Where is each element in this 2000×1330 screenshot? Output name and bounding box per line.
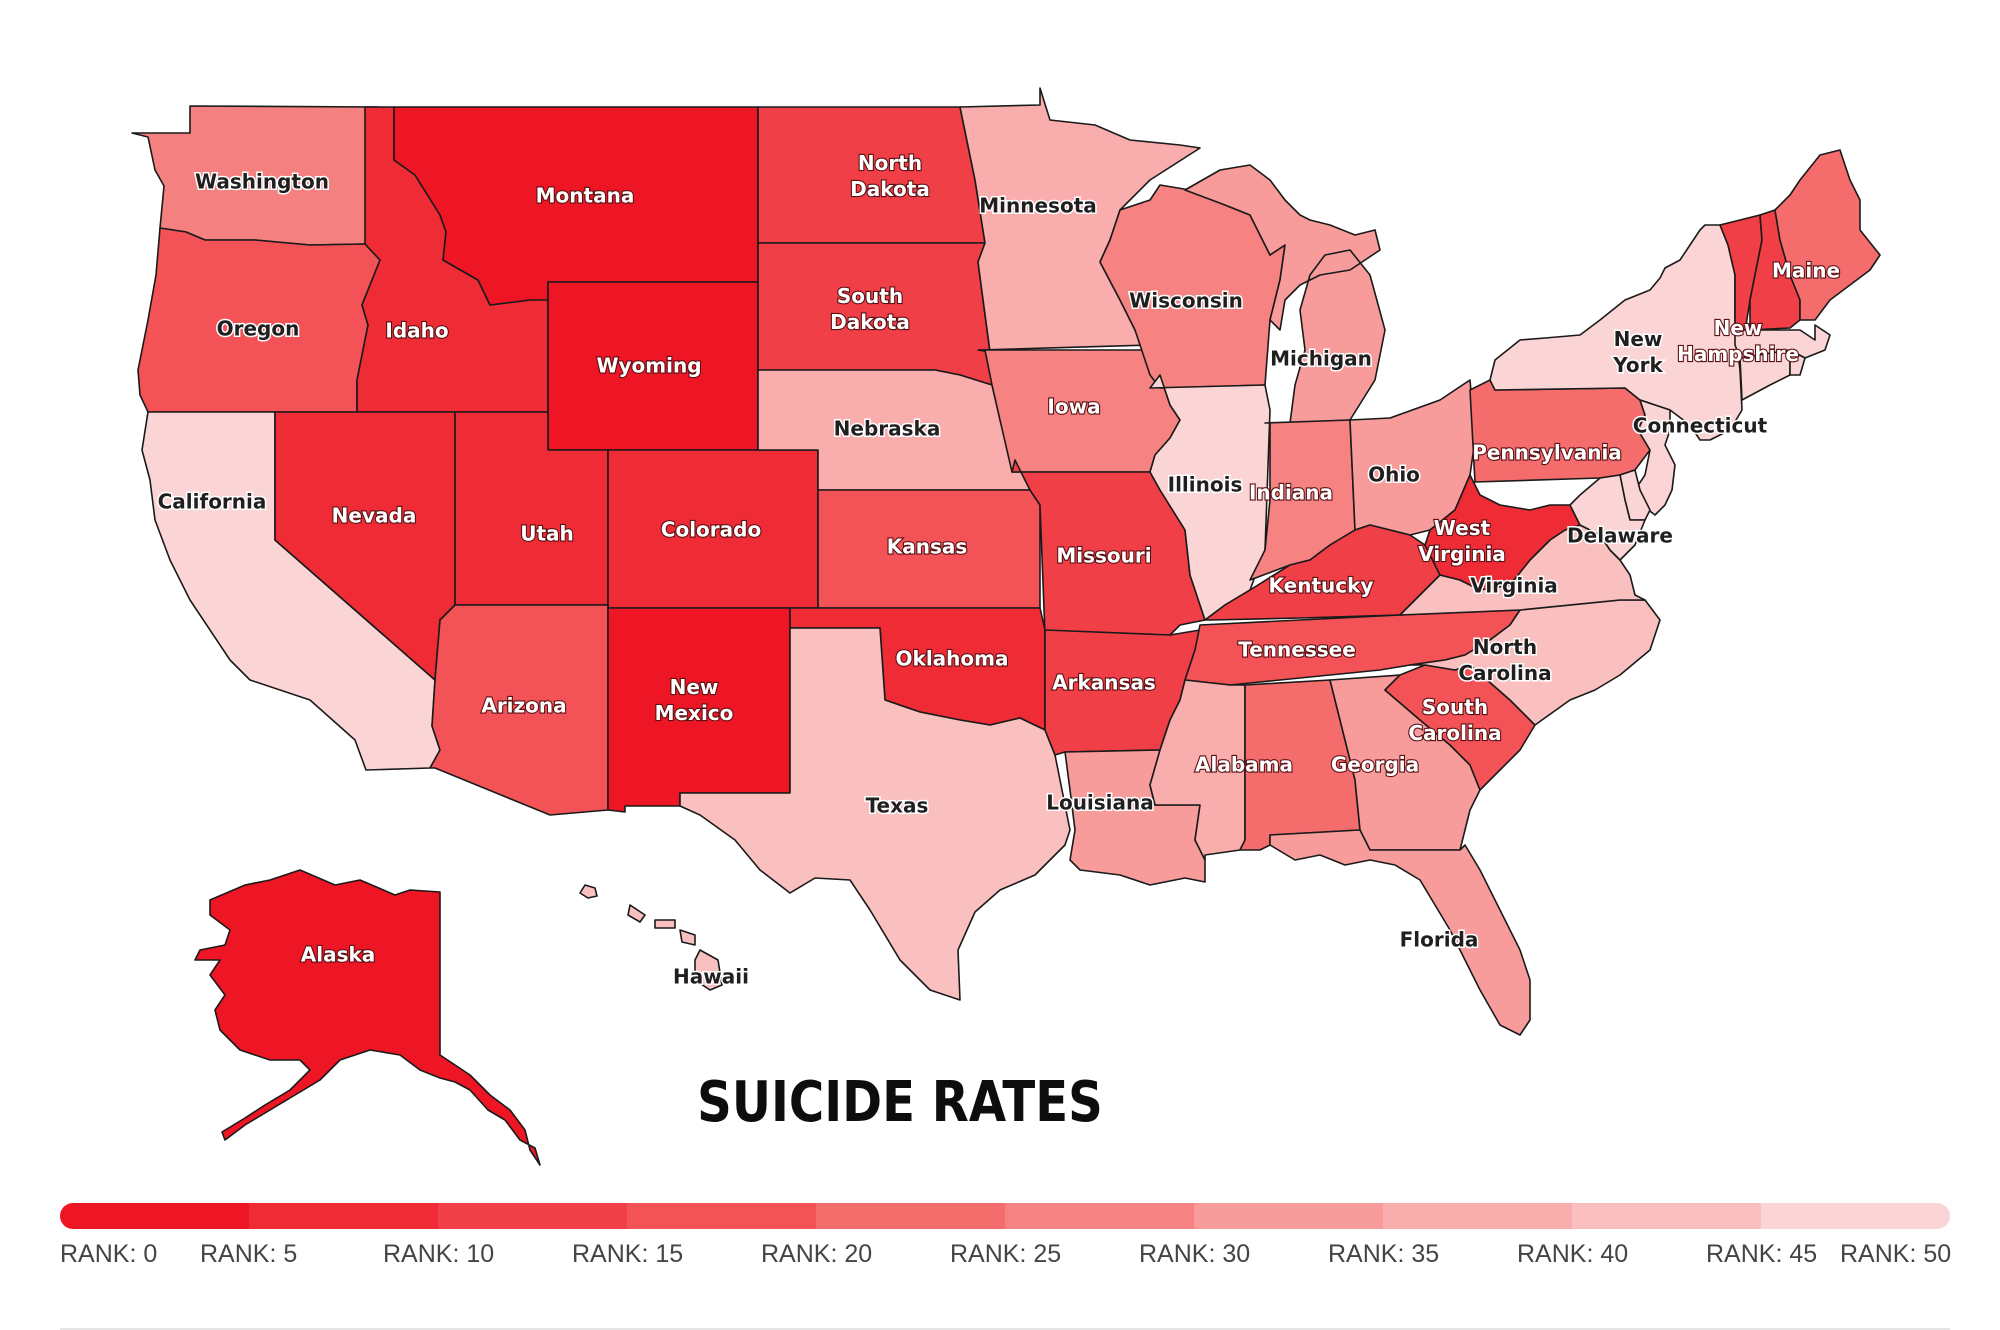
label-tn: Tennessee — [1238, 638, 1356, 662]
legend-segment — [1194, 1203, 1383, 1229]
legend-segment — [816, 1203, 1005, 1229]
label-ct: Connecticut — [1633, 414, 1768, 438]
label-nc: North Carolina — [1458, 635, 1551, 685]
label-wi: Wisconsin — [1129, 289, 1243, 313]
label-la: Louisiana — [1046, 791, 1154, 815]
label-ok: Oklahoma — [896, 647, 1009, 671]
label-nv: Nevada — [332, 504, 417, 528]
label-ut: Utah — [520, 522, 574, 546]
label-ks: Kansas — [887, 535, 968, 559]
label-sd: South Dakota — [830, 284, 910, 334]
label-tx: Texas — [866, 794, 929, 818]
label-fl: Florida — [1400, 928, 1479, 952]
legend-rank-label: RANK: 30 — [1139, 1240, 1251, 1268]
state-hi — [579, 884, 723, 991]
label-al: Alabama — [1195, 753, 1293, 777]
legend-segment — [1761, 1203, 1950, 1229]
state-ky — [1204, 524, 1441, 621]
label-ak: Alaska — [301, 943, 376, 967]
legend-segment — [249, 1203, 438, 1229]
legend-rank-label: RANK: 0 — [60, 1240, 158, 1268]
legend-rank-label: RANK: 40 — [1517, 1240, 1629, 1268]
state-ms — [1149, 679, 1246, 861]
legend-segment — [1005, 1203, 1194, 1229]
legend-rank-label: RANK: 20 — [761, 1240, 873, 1268]
label-nh: New Hampshire — [1677, 316, 1799, 366]
state-pa — [1469, 379, 1651, 483]
label-mn: Minnesota — [979, 194, 1097, 218]
label-ny: New York — [1612, 327, 1663, 377]
legend-rank-label: RANK: 10 — [383, 1240, 495, 1268]
legend-segment — [60, 1203, 249, 1229]
label-wa: Washington — [195, 170, 329, 194]
label-in: Indiana — [1249, 481, 1333, 505]
state-mi — [1184, 164, 1386, 424]
label-id: Idaho — [385, 319, 448, 343]
label-de: Delaware — [1567, 524, 1673, 548]
label-ia: Iowa — [1047, 395, 1100, 419]
state-wv — [1424, 474, 1581, 591]
legend-rank-label: RANK: 50 — [1840, 1240, 1952, 1268]
state-ak — [194, 869, 541, 1166]
label-ne: Nebraska — [834, 417, 941, 441]
label-ca: California — [158, 490, 267, 514]
label-va: Virginia — [1470, 574, 1558, 598]
legend-rank-label: RANK: 5 — [200, 1240, 298, 1268]
legend-segment — [627, 1203, 816, 1229]
legend-rank-label: RANK: 25 — [950, 1240, 1062, 1268]
label-il: Illinois — [1168, 473, 1243, 497]
state-nd — [757, 106, 986, 244]
legend-rank-label: RANK: 35 — [1328, 1240, 1440, 1268]
label-pa: Pennsylvania — [1472, 441, 1622, 465]
label-nm: New Mexico — [655, 675, 734, 725]
state-ma — [1734, 324, 1831, 359]
legend-segment — [1572, 1203, 1761, 1229]
label-nd: North Dakota — [850, 151, 930, 201]
label-co: Colorado — [661, 518, 761, 542]
state-ri — [1789, 349, 1806, 376]
legend-rank-label: RANK: 15 — [572, 1240, 684, 1268]
state-md — [1569, 474, 1646, 561]
legend-segment — [438, 1203, 627, 1229]
label-ar: Arkansas — [1052, 671, 1156, 695]
legend-segment — [1383, 1203, 1572, 1229]
label-ky: Kentucky — [1269, 574, 1374, 598]
label-oh: Ohio — [1368, 463, 1420, 487]
state-me — [1774, 149, 1881, 321]
legend-color-bar — [60, 1203, 1950, 1229]
label-sc: South Carolina — [1408, 695, 1501, 745]
label-ga: Georgia — [1331, 753, 1419, 777]
state-ct — [1739, 349, 1791, 401]
state-tx — [679, 627, 1071, 1001]
state-ks — [817, 489, 1041, 609]
state-nj — [1634, 399, 1676, 516]
label-wy: Wyoming — [596, 354, 701, 378]
legend-rank-label: RANK: 45 — [1706, 1240, 1818, 1268]
label-mt: Montana — [536, 184, 635, 208]
label-mi: Michigan — [1270, 347, 1372, 371]
label-or: Oregon — [217, 317, 300, 341]
label-me: Maine — [1772, 259, 1840, 283]
state-fl — [1269, 829, 1531, 1036]
label-wv: West Virginia — [1418, 516, 1506, 566]
map-title: SUICIDE RATES — [697, 1070, 1103, 1135]
label-mo: Missouri — [1056, 544, 1151, 568]
label-hi: Hawaii — [673, 965, 749, 989]
label-az: Arizona — [481, 694, 566, 718]
state-nc — [1409, 599, 1661, 726]
state-il — [1149, 374, 1271, 621]
